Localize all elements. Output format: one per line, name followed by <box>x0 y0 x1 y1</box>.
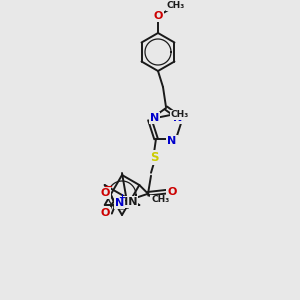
Text: CH₃: CH₃ <box>151 196 169 205</box>
Text: O: O <box>100 188 110 198</box>
Text: HN: HN <box>119 197 137 207</box>
Text: O: O <box>100 208 110 218</box>
Text: N: N <box>172 113 182 123</box>
Text: O: O <box>153 11 163 21</box>
Text: N: N <box>150 113 160 123</box>
Text: CH₃: CH₃ <box>171 110 189 119</box>
Text: +: + <box>118 193 125 202</box>
Text: O: O <box>167 187 177 197</box>
Text: N: N <box>115 198 124 208</box>
Text: S: S <box>150 151 158 164</box>
Text: −: − <box>103 182 113 192</box>
Text: CH₃: CH₃ <box>167 2 185 10</box>
Text: N: N <box>167 136 177 146</box>
